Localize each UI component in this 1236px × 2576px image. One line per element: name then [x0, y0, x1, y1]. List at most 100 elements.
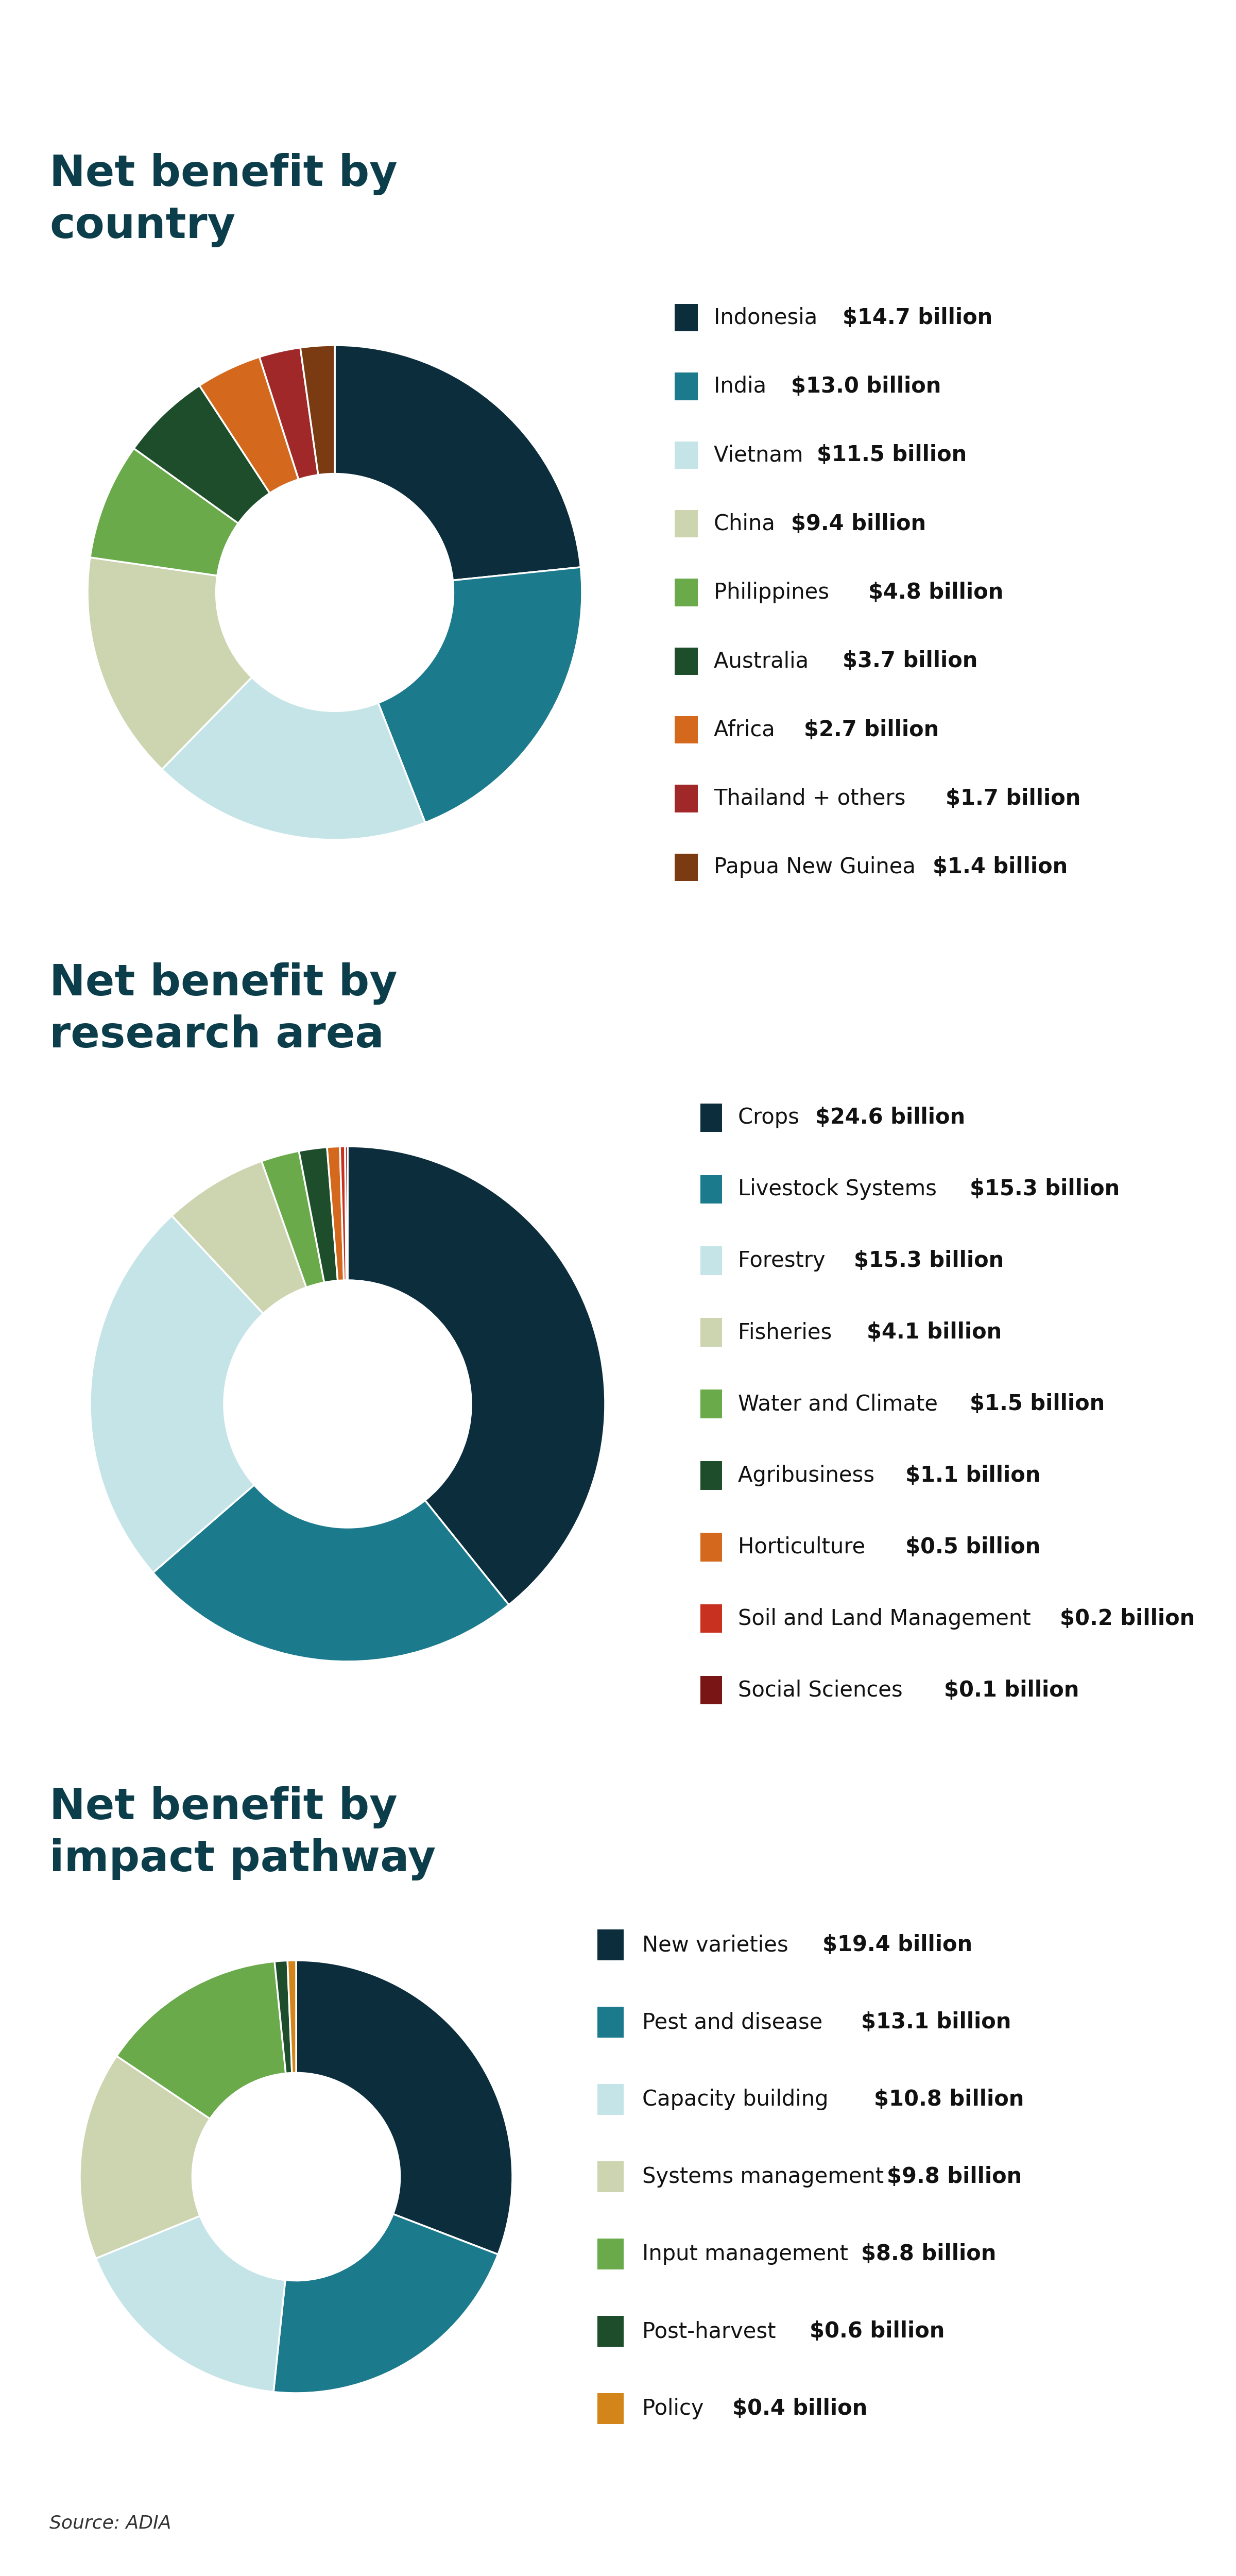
Text: $0.2 billion: $0.2 billion: [1059, 1607, 1195, 1631]
Text: Forestry: Forestry: [738, 1249, 832, 1273]
Text: $1.5 billion: $1.5 billion: [969, 1394, 1105, 1414]
Text: Capacity building: Capacity building: [643, 2089, 836, 2110]
Bar: [597, 2161, 624, 2192]
Text: Papua New Guinea: Papua New Guinea: [714, 855, 922, 878]
Text: China: China: [714, 513, 782, 536]
Text: Vietnam: Vietnam: [714, 443, 810, 466]
Text: Australia: Australia: [714, 649, 816, 672]
Text: $9.4 billion: $9.4 billion: [791, 513, 926, 536]
Bar: [701, 1247, 722, 1275]
Bar: [675, 786, 697, 811]
Wedge shape: [88, 556, 252, 770]
Bar: [701, 1103, 722, 1131]
Text: $4.1 billion: $4.1 billion: [866, 1321, 1001, 1342]
Text: Policy: Policy: [643, 2398, 711, 2419]
Text: $2.7 billion: $2.7 billion: [805, 719, 939, 742]
Text: $13.0 billion: $13.0 billion: [791, 376, 942, 397]
Wedge shape: [96, 2215, 286, 2393]
Wedge shape: [116, 1960, 286, 2120]
Text: Social Sciences: Social Sciences: [738, 1680, 910, 1700]
Text: $14.7 billion: $14.7 billion: [843, 307, 993, 330]
Text: Input management: Input management: [643, 2244, 855, 2264]
Text: Livestock Systems: Livestock Systems: [738, 1177, 943, 1200]
Text: Pest and disease: Pest and disease: [643, 2012, 829, 2032]
Bar: [675, 647, 697, 675]
Text: $4.8 billion: $4.8 billion: [869, 582, 1004, 603]
Text: $0.4 billion: $0.4 billion: [733, 2398, 868, 2419]
Text: $3.7 billion: $3.7 billion: [843, 649, 978, 672]
Text: $15.3 billion: $15.3 billion: [969, 1177, 1120, 1200]
Text: India: India: [714, 376, 774, 397]
Text: $0.6 billion: $0.6 billion: [810, 2321, 944, 2342]
Bar: [597, 2316, 624, 2347]
Text: $10.8 billion: $10.8 billion: [874, 2089, 1025, 2110]
Text: $15.3 billion: $15.3 billion: [854, 1249, 1004, 1273]
Text: $9.8 billion: $9.8 billion: [887, 2166, 1022, 2187]
Wedge shape: [172, 1162, 307, 1314]
Text: New varieties: New varieties: [643, 1935, 795, 1955]
Bar: [597, 2007, 624, 2038]
Text: Net benefit by
impact pathway: Net benefit by impact pathway: [49, 1785, 436, 1880]
Wedge shape: [133, 386, 269, 523]
Text: $1.7 billion: $1.7 billion: [946, 788, 1080, 809]
Wedge shape: [340, 1146, 346, 1280]
Text: Water and Climate: Water and Climate: [738, 1394, 944, 1414]
Bar: [597, 2393, 624, 2424]
Wedge shape: [273, 2213, 498, 2393]
Wedge shape: [288, 1960, 297, 2074]
Text: Net benefit by
country: Net benefit by country: [49, 152, 398, 247]
Wedge shape: [162, 677, 425, 840]
Text: Philippines: Philippines: [714, 582, 836, 603]
Wedge shape: [274, 1960, 292, 2074]
Wedge shape: [199, 358, 299, 492]
Bar: [675, 853, 697, 881]
Text: $1.1 billion: $1.1 billion: [905, 1466, 1041, 1486]
Text: Post-harvest: Post-harvest: [643, 2321, 782, 2342]
Wedge shape: [80, 2056, 210, 2259]
Text: Fisheries: Fisheries: [738, 1321, 838, 1342]
Text: Crops: Crops: [738, 1108, 806, 1128]
Bar: [597, 2084, 624, 2115]
Text: $13.1 billion: $13.1 billion: [861, 2012, 1011, 2032]
Bar: [701, 1175, 722, 1203]
Text: $19.4 billion: $19.4 billion: [822, 1935, 973, 1955]
Wedge shape: [262, 1151, 324, 1288]
Text: Thailand + others: Thailand + others: [714, 788, 912, 809]
Wedge shape: [299, 1146, 337, 1283]
Text: $0.1 billion: $0.1 billion: [944, 1680, 1079, 1700]
Bar: [675, 510, 697, 538]
Bar: [675, 374, 697, 399]
Bar: [597, 1929, 624, 1960]
Text: Net benefit by
research area: Net benefit by research area: [49, 963, 398, 1056]
Bar: [675, 440, 697, 469]
Bar: [675, 580, 697, 605]
Text: $0.5 billion: $0.5 billion: [905, 1535, 1041, 1558]
Text: Indonesia: Indonesia: [714, 307, 824, 330]
Wedge shape: [347, 1146, 606, 1605]
Wedge shape: [90, 1216, 263, 1571]
Bar: [701, 1319, 722, 1347]
Text: $8.8 billion: $8.8 billion: [861, 2244, 996, 2264]
Bar: [675, 716, 697, 744]
Text: Horticulture: Horticulture: [738, 1535, 871, 1558]
Bar: [701, 1461, 722, 1489]
Wedge shape: [297, 1960, 513, 2254]
Wedge shape: [335, 345, 581, 580]
Wedge shape: [153, 1484, 509, 1662]
Bar: [597, 2239, 624, 2269]
Wedge shape: [328, 1146, 344, 1280]
Bar: [701, 1388, 722, 1419]
Bar: [701, 1605, 722, 1633]
Wedge shape: [90, 448, 239, 574]
Text: Africa: Africa: [714, 719, 782, 742]
Bar: [701, 1533, 722, 1561]
Text: $1.4 billion: $1.4 billion: [933, 855, 1068, 878]
Wedge shape: [300, 345, 335, 474]
Text: Source: ADIA: Source: ADIA: [49, 2514, 172, 2532]
Bar: [675, 304, 697, 332]
Text: Soil and Land Management: Soil and Land Management: [738, 1607, 1037, 1631]
Text: $11.5 billion: $11.5 billion: [817, 443, 967, 466]
Text: Agribusiness: Agribusiness: [738, 1466, 881, 1486]
Text: $24.6 billion: $24.6 billion: [815, 1108, 965, 1128]
Wedge shape: [345, 1146, 347, 1280]
